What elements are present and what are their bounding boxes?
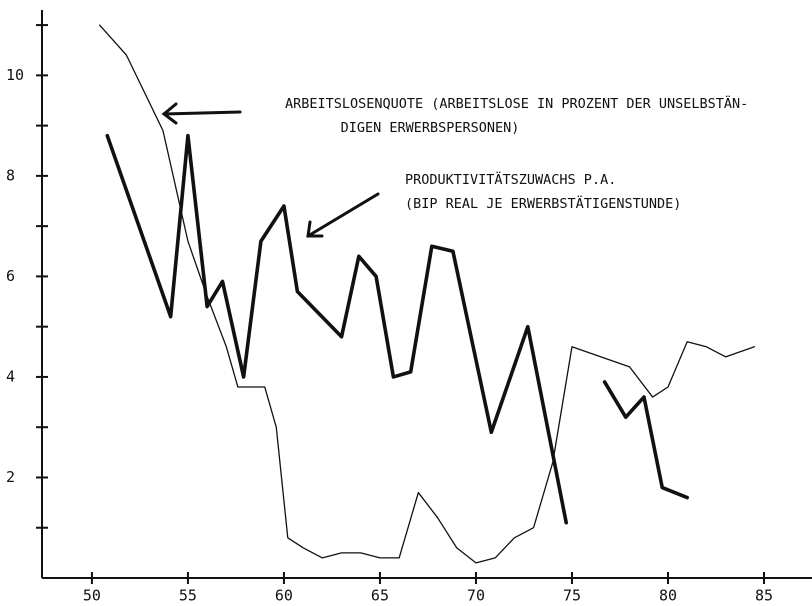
y-tick-label: 6 [6, 267, 15, 285]
x-tick-label: 50 [83, 587, 101, 605]
y-tick-label: 8 [6, 166, 15, 184]
y-tick-label: 2 [6, 468, 15, 486]
x-tick-label: 70 [467, 587, 485, 605]
annotation-line: (BIP REAL JE ERWERBSTÄTIGENSTUNDE) [405, 194, 681, 212]
x-tick-label: 80 [659, 587, 677, 605]
y-tick-label: 4 [6, 367, 15, 385]
x-tick-label: 60 [275, 587, 293, 605]
arrow-head [161, 102, 178, 125]
x-tick-label: 55 [179, 587, 197, 605]
arrow-head [306, 220, 324, 238]
series-line [98, 24, 756, 564]
y-tick-label: 10 [6, 66, 24, 84]
annotation-line: ARBEITSLOSENQUOTE (ARBEITSLOSE IN PROZEN… [285, 94, 748, 112]
series-line [105, 133, 689, 525]
x-tick-label: 65 [371, 587, 389, 605]
x-tick-label: 85 [755, 587, 773, 605]
arrow [162, 110, 242, 116]
arrows [161, 102, 380, 238]
x-tick-label: 75 [563, 587, 581, 605]
annotation-line: DIGEN ERWERBSPERSONEN) [341, 120, 520, 136]
arrow [306, 192, 380, 238]
annotation-line: PRODUKTIVITÄTSZUWACHS P.A. [405, 170, 616, 188]
